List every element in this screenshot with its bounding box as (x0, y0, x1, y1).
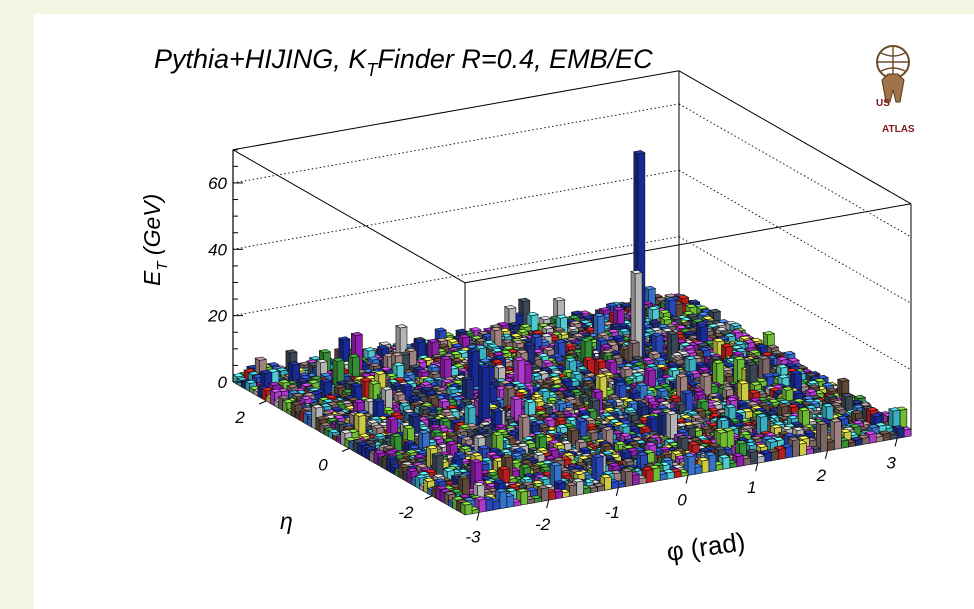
grid-line-back-2 (232, 169, 680, 250)
lego-bar-side (278, 396, 283, 412)
box-edge-7 (232, 149, 466, 284)
lego-bar-side (270, 389, 275, 407)
lego-bars (232, 150, 912, 516)
chart-title-main: Pythia+HIJING, K (154, 44, 367, 74)
grid-line-back-1 (232, 236, 680, 317)
grid-line-side-2 (678, 169, 912, 304)
lego-bar-side (303, 411, 308, 426)
lego-bar-side (290, 402, 296, 419)
box-edge-4 (232, 70, 680, 151)
chart-title: Pythia+HIJING, KTFinder R=0.4, EMB/EC (154, 44, 653, 80)
grid-line-back-3 (232, 103, 680, 184)
chart-title-rest: Finder R=0.4, EMB/EC (377, 44, 653, 74)
box-edge-5 (678, 70, 912, 205)
grid-line-side-3 (678, 103, 912, 238)
lego-bar-side (261, 388, 267, 402)
lego-bar-side (257, 386, 263, 400)
chart-title-subscript: T (366, 60, 379, 80)
lego-plot: Pythia+HIJING, KTFinder R=0.4, EMB/EC 02… (139, 44, 915, 567)
box-edge-6 (464, 203, 912, 284)
lego-bar-side (282, 400, 288, 414)
grid-line-side-1 (678, 236, 912, 371)
